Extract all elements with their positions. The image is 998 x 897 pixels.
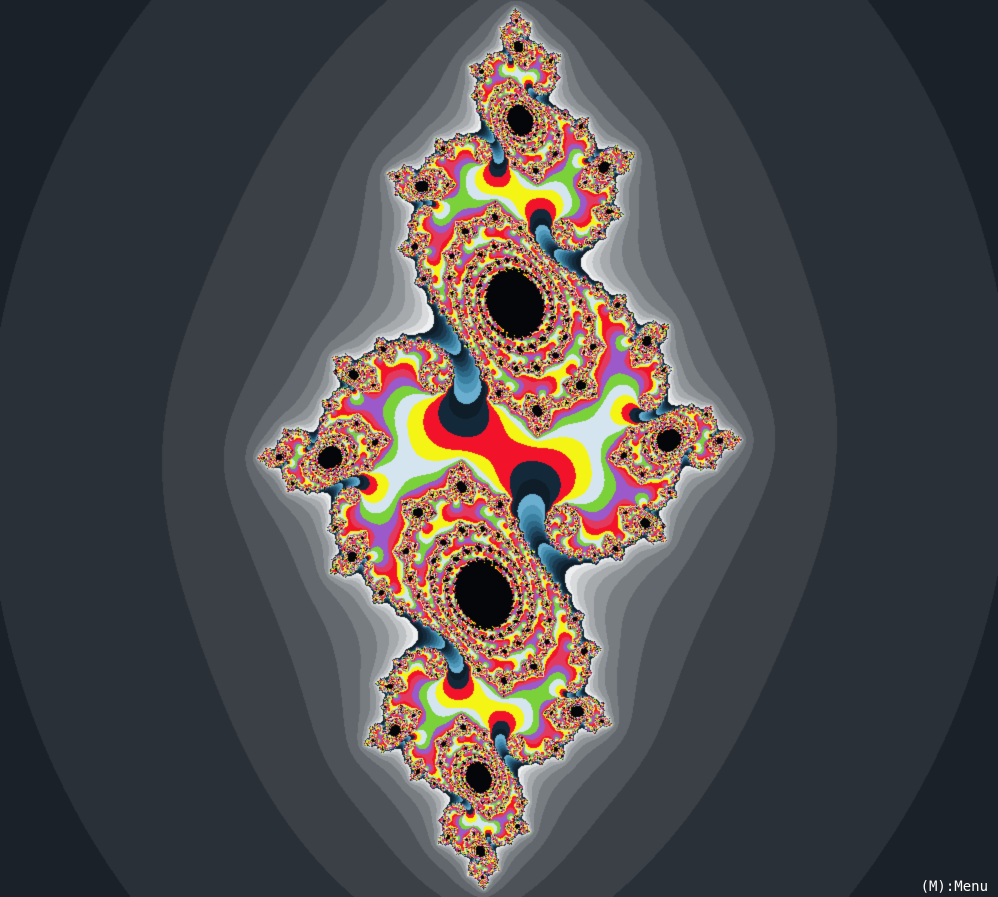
- menu-hint[interactable]: (M):Menu: [920, 879, 988, 895]
